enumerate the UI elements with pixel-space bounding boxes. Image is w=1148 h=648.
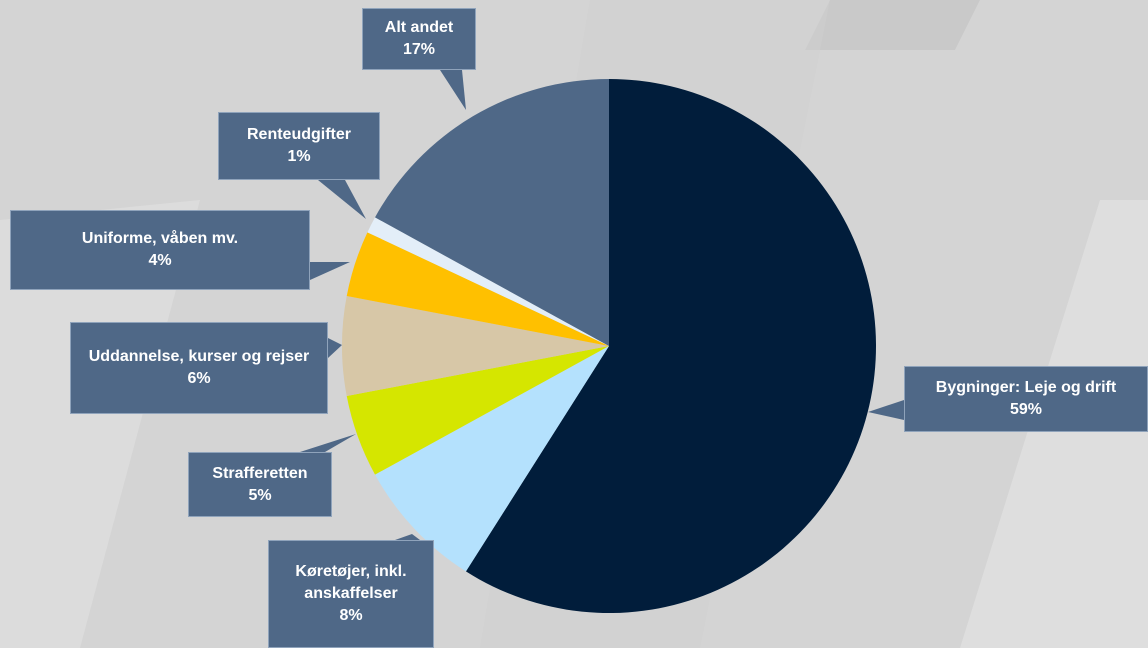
label-name: Uniforme, våben mv. bbox=[81, 230, 239, 247]
label-value: 6% bbox=[187, 370, 211, 387]
data-label: Strafferetten 5% bbox=[188, 452, 332, 517]
label-value: 5% bbox=[248, 486, 272, 504]
label-name: Køretøjer, inkl. anskaffelser bbox=[295, 563, 407, 602]
label-value: 4% bbox=[148, 252, 172, 269]
pie-slice bbox=[465, 79, 877, 613]
data-label: Køretøjer, inkl. anskaffelser 8% bbox=[268, 540, 434, 648]
background-shape bbox=[805, 0, 980, 50]
background-shape bbox=[0, 200, 200, 648]
callout-pointer bbox=[868, 400, 904, 420]
data-label: Alt andet 17% bbox=[362, 8, 476, 70]
pie-slice bbox=[375, 346, 609, 572]
callout-pointer bbox=[300, 434, 356, 452]
callout-pointer bbox=[395, 534, 420, 540]
pie-slice bbox=[346, 232, 609, 346]
pie-slice bbox=[375, 78, 609, 346]
callout-pointer bbox=[310, 262, 350, 280]
callout-pointer bbox=[328, 338, 342, 358]
callout-pointer bbox=[318, 180, 366, 219]
data-label: Uddannelse, kurser og rejser 6% bbox=[70, 322, 328, 414]
pie bbox=[342, 78, 877, 613]
pie-slice bbox=[346, 346, 609, 475]
label-name: Strafferetten bbox=[212, 464, 308, 482]
data-label: Bygninger: Leje og drift 59% bbox=[904, 366, 1148, 432]
pie-slice bbox=[367, 217, 609, 346]
label-name: Uddannelse, kurser og rejser bbox=[88, 348, 310, 365]
label-value: 1% bbox=[287, 148, 311, 165]
label-name: Alt andet bbox=[384, 19, 454, 36]
callout-pointers bbox=[300, 70, 904, 540]
data-label: Renteudgifter 1% bbox=[218, 112, 380, 180]
label-name: Renteudgifter bbox=[247, 126, 351, 143]
pie-slice bbox=[342, 295, 609, 397]
label-name: Bygninger: Leje og drift bbox=[935, 379, 1117, 396]
label-value: 59% bbox=[1009, 401, 1043, 418]
callout-pointer bbox=[440, 70, 466, 110]
data-label: Uniforme, våben mv. 4% bbox=[10, 210, 310, 290]
label-value: 8% bbox=[339, 607, 363, 624]
label-value: 17% bbox=[402, 41, 436, 58]
